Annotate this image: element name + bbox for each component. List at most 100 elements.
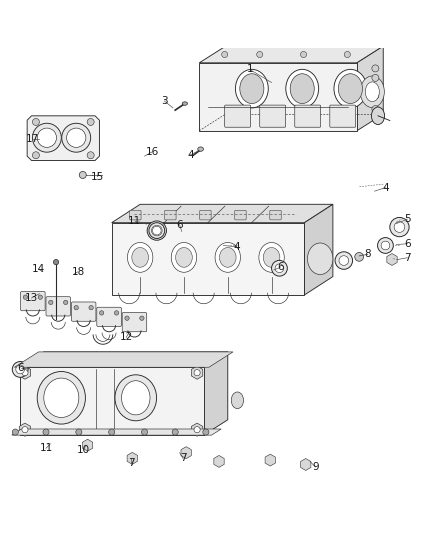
Circle shape (32, 152, 39, 159)
FancyBboxPatch shape (225, 105, 251, 127)
Polygon shape (204, 352, 228, 435)
Circle shape (344, 52, 350, 58)
Circle shape (22, 426, 28, 433)
Text: 11: 11 (128, 216, 141, 226)
Circle shape (38, 295, 42, 300)
Ellipse shape (286, 69, 318, 108)
Circle shape (335, 252, 353, 269)
Polygon shape (191, 423, 203, 437)
Circle shape (89, 305, 93, 310)
Circle shape (147, 221, 166, 240)
Ellipse shape (263, 247, 280, 267)
FancyBboxPatch shape (295, 105, 321, 127)
Ellipse shape (127, 243, 153, 272)
Circle shape (99, 311, 104, 315)
Circle shape (32, 123, 61, 152)
Circle shape (203, 429, 209, 435)
Circle shape (302, 461, 309, 468)
Circle shape (12, 429, 18, 435)
Circle shape (389, 256, 396, 263)
Ellipse shape (37, 372, 85, 424)
Circle shape (152, 226, 161, 235)
Ellipse shape (290, 74, 314, 103)
Ellipse shape (231, 392, 244, 409)
Text: 5: 5 (404, 214, 411, 224)
Circle shape (272, 260, 287, 276)
Circle shape (74, 305, 78, 310)
Polygon shape (199, 63, 357, 131)
Circle shape (222, 52, 228, 58)
Ellipse shape (235, 69, 268, 108)
Text: 16: 16 (146, 147, 159, 157)
FancyBboxPatch shape (270, 210, 281, 220)
Circle shape (23, 295, 28, 300)
Circle shape (194, 426, 200, 433)
Circle shape (140, 316, 144, 320)
Polygon shape (199, 46, 383, 63)
Ellipse shape (171, 243, 197, 272)
Circle shape (152, 225, 162, 236)
Text: 7: 7 (404, 253, 411, 263)
Circle shape (172, 429, 178, 435)
Ellipse shape (176, 247, 192, 267)
Circle shape (67, 128, 86, 147)
Circle shape (32, 118, 39, 125)
Circle shape (43, 429, 49, 435)
Ellipse shape (182, 102, 187, 106)
Polygon shape (300, 458, 311, 471)
Circle shape (79, 172, 86, 179)
Circle shape (87, 152, 94, 159)
Polygon shape (304, 204, 333, 295)
Circle shape (149, 223, 165, 238)
Circle shape (339, 256, 349, 265)
Polygon shape (19, 366, 31, 379)
Ellipse shape (338, 74, 363, 103)
Circle shape (394, 222, 405, 232)
Ellipse shape (371, 107, 385, 125)
Text: 11: 11 (39, 443, 53, 453)
Text: 4: 4 (187, 150, 194, 160)
FancyBboxPatch shape (330, 105, 356, 127)
Circle shape (129, 455, 136, 462)
Text: 4: 4 (382, 183, 389, 192)
Polygon shape (20, 352, 228, 367)
Circle shape (125, 316, 129, 320)
Circle shape (53, 260, 59, 265)
Text: 9: 9 (312, 462, 319, 472)
Circle shape (372, 92, 379, 99)
Text: 8: 8 (364, 249, 371, 259)
Circle shape (372, 106, 379, 112)
Circle shape (183, 449, 190, 456)
Text: 4: 4 (233, 242, 240, 252)
Ellipse shape (240, 74, 264, 103)
Polygon shape (265, 454, 276, 466)
Text: 18: 18 (71, 266, 85, 277)
FancyBboxPatch shape (97, 307, 121, 327)
Circle shape (141, 429, 148, 435)
Ellipse shape (115, 375, 157, 421)
Text: 13: 13 (25, 293, 38, 303)
Text: 6: 6 (404, 239, 411, 249)
Circle shape (114, 311, 119, 315)
Polygon shape (12, 429, 221, 435)
Polygon shape (82, 439, 93, 451)
Polygon shape (27, 116, 99, 160)
FancyBboxPatch shape (71, 302, 96, 321)
Circle shape (267, 457, 274, 464)
Circle shape (372, 75, 379, 82)
FancyBboxPatch shape (21, 292, 45, 311)
Text: 6: 6 (18, 363, 25, 373)
Circle shape (64, 300, 68, 304)
Ellipse shape (219, 247, 236, 267)
FancyBboxPatch shape (46, 297, 71, 316)
Ellipse shape (259, 243, 284, 272)
FancyBboxPatch shape (165, 210, 176, 220)
Text: 7: 7 (128, 458, 135, 468)
Circle shape (257, 52, 263, 58)
Text: 1: 1 (246, 64, 253, 75)
Circle shape (355, 253, 364, 261)
FancyBboxPatch shape (122, 312, 147, 332)
Ellipse shape (121, 381, 150, 415)
Circle shape (16, 365, 25, 374)
Polygon shape (14, 352, 233, 367)
